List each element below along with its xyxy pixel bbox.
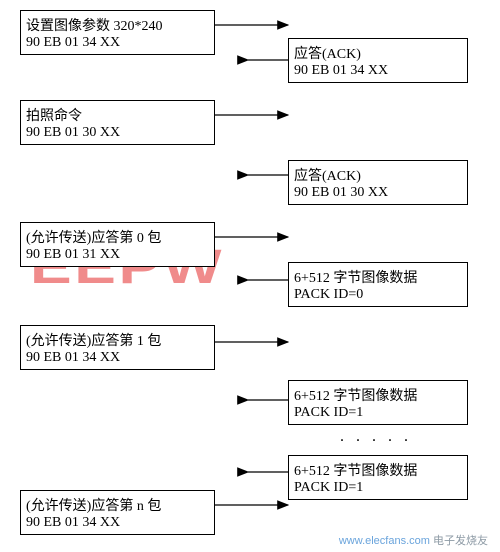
box-line: 90 EB 01 30 XX — [294, 185, 462, 201]
box-data-pack-0: 6+512 字节图像数据 PACK ID=0 — [288, 262, 468, 307]
diagram-canvas: EEPW 电子产品世界 设置图像参数 320*240 90 EB 01 34 X… — [0, 0, 500, 552]
box-line: 拍照命令 — [26, 105, 209, 125]
box-line: (允许传送)应答第 0 包 — [26, 227, 209, 247]
box-line: 6+512 字节图像数据 — [294, 385, 462, 405]
box-data-pack-last: 6+512 字节图像数据 PACK ID=1 — [288, 455, 468, 500]
box-line: 90 EB 01 34 XX — [294, 63, 462, 79]
box-data-pack-1: 6+512 字节图像数据 PACK ID=1 — [288, 380, 468, 425]
box-line: PACK ID=0 — [294, 287, 462, 303]
box-allow-pack-1: (允许传送)应答第 1 包 90 EB 01 34 XX — [20, 325, 215, 370]
box-line: 应答(ACK) — [294, 43, 462, 63]
footer-cn: 电子发烧友 — [433, 535, 488, 547]
box-line: PACK ID=1 — [294, 480, 462, 496]
box-line: 6+512 字节图像数据 — [294, 460, 462, 480]
box-ack-2: 应答(ACK) 90 EB 01 30 XX — [288, 160, 468, 205]
box-line: 90 EB 01 30 XX — [26, 125, 209, 141]
box-line: 90 EB 01 31 XX — [26, 247, 209, 263]
box-line: 90 EB 01 34 XX — [26, 350, 209, 366]
ellipsis-dots: . . . . . — [340, 428, 412, 446]
box-allow-pack-n: (允许传送)应答第 n 包 90 EB 01 34 XX — [20, 490, 215, 535]
footer-url: www.elecfans.com — [339, 535, 430, 547]
box-ack-1: 应答(ACK) 90 EB 01 34 XX — [288, 38, 468, 83]
box-line: (允许传送)应答第 1 包 — [26, 330, 209, 350]
box-line: 90 EB 01 34 XX — [26, 35, 209, 51]
box-line: (允许传送)应答第 n 包 — [26, 495, 209, 515]
box-set-params: 设置图像参数 320*240 90 EB 01 34 XX — [20, 10, 215, 55]
box-line: PACK ID=1 — [294, 405, 462, 421]
footer: www.elecfans.com 电子发烧友 — [339, 532, 488, 548]
box-allow-pack-0: (允许传送)应答第 0 包 90 EB 01 31 XX — [20, 222, 215, 267]
box-line: 90 EB 01 34 XX — [26, 515, 209, 531]
box-line: 设置图像参数 320*240 — [26, 15, 209, 35]
box-capture-cmd: 拍照命令 90 EB 01 30 XX — [20, 100, 215, 145]
box-line: 应答(ACK) — [294, 165, 462, 185]
box-line: 6+512 字节图像数据 — [294, 267, 462, 287]
